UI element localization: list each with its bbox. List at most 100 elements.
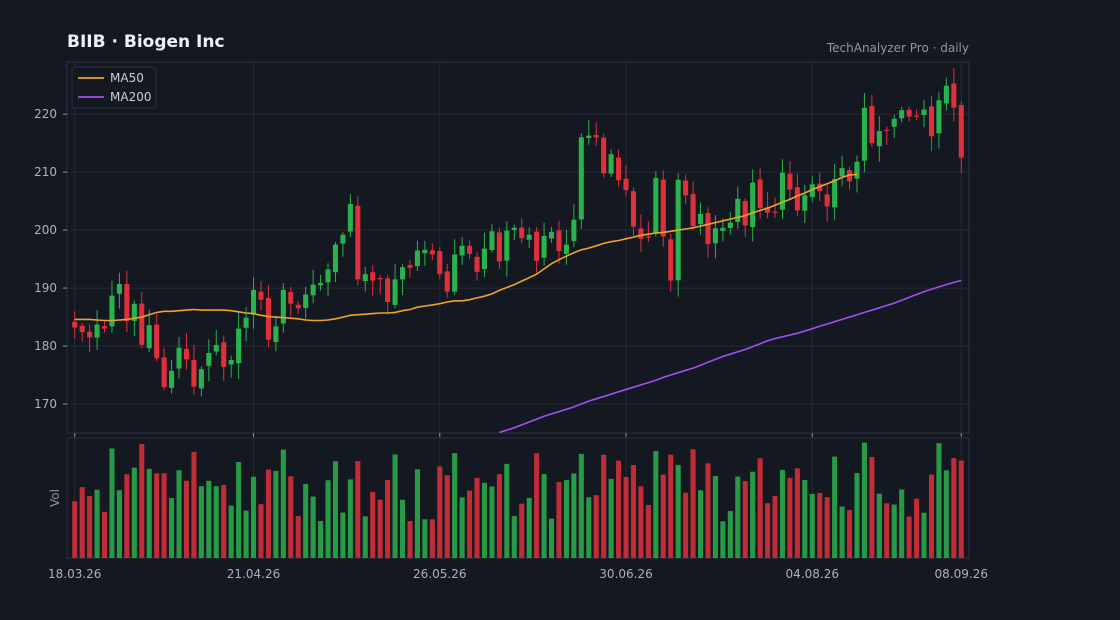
volume-bar [951,458,957,558]
candle-body [608,154,614,174]
candle-body [794,187,800,211]
volume-bar [861,442,867,558]
volume-bar [176,470,182,558]
candle-body [243,317,249,328]
volume-bar [779,469,786,558]
candle-body [623,178,629,191]
volume-bar [936,443,942,558]
candle [683,174,689,204]
candle-body [392,279,398,305]
panel-frames [66,61,970,559]
moving-averages [74,173,962,433]
candle-body [87,331,93,338]
candle [399,263,406,296]
candle [258,280,264,311]
volume-bar [593,495,599,558]
volume-bar [422,519,428,558]
ma200-line [499,279,962,433]
candle-body [817,183,823,192]
volume-bar [914,498,920,558]
candle [906,106,912,122]
volume-bar [541,474,547,558]
candle-body [332,244,339,273]
candle-body [146,325,152,349]
candle [958,101,964,174]
candle [94,310,100,350]
volume-bar [355,461,361,558]
candle-body [958,104,964,158]
candle-body [921,109,927,116]
candle [362,266,368,292]
volume-bar [429,519,435,558]
candle-body [295,304,301,309]
candle [169,359,175,394]
candle-body [735,198,741,223]
volume-bar [273,470,279,558]
volume-bar [921,512,927,558]
candle [787,161,793,200]
candle [586,119,592,145]
volume-bar [772,495,778,558]
volume-bar [839,506,845,558]
volume-bar [243,510,249,558]
volume-bar [206,480,212,558]
candle [161,347,167,391]
volume-bar [854,473,860,558]
volume-bar [183,480,190,558]
candle [697,202,704,235]
candle-body [556,230,562,251]
volume-bar [690,449,696,558]
candle-body [116,284,122,294]
candle-body [288,292,294,304]
candle-body [787,173,793,190]
volume-bar [72,501,78,558]
volume-bar [362,516,368,558]
candle-body [712,228,718,244]
candle-body [258,291,264,300]
candle-body [548,231,555,239]
x-tick-label: 04.08.26 [786,567,839,581]
volume-bar [660,474,666,558]
volume-bar [802,480,808,558]
candle [616,149,622,187]
candle-body [571,219,577,242]
candle-body [526,234,532,240]
candle [474,252,480,281]
volume-bar [191,451,197,558]
candle-body [273,326,279,343]
candle [899,106,905,123]
volume-bar [288,476,294,558]
candle [772,197,778,218]
candle [280,283,286,333]
candle-body [519,227,525,239]
chart-title: BIIB · Biogen Inc [67,32,225,52]
candle-body [101,326,108,329]
candle-body [705,213,711,245]
legend: MA50 MA200 [71,66,157,109]
candle [668,233,674,292]
candle [310,269,316,304]
candle [325,263,331,296]
candle [571,204,577,248]
candle [556,220,562,264]
candle-body [340,234,346,244]
volume-bar [809,493,815,558]
candle-body [452,254,458,292]
candle-body [765,207,771,213]
candle [534,227,540,273]
candle-body [914,115,920,117]
volume-bar [876,493,882,558]
volume-bar [161,473,167,558]
volume-bar [601,454,607,558]
candle-body [697,213,704,225]
volume-bar [452,453,458,558]
candle [101,321,108,333]
volume-bar [683,492,689,558]
candle [675,173,681,297]
candle [273,315,279,352]
candle-body [690,194,696,227]
candle [429,243,435,260]
candle [742,198,748,237]
candle [146,309,152,353]
candle-body [839,168,845,177]
